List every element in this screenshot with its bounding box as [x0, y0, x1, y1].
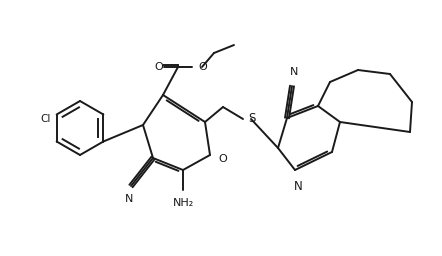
Text: NH₂: NH₂: [172, 198, 194, 208]
Text: S: S: [248, 112, 255, 125]
Text: O: O: [198, 62, 207, 72]
Text: O: O: [155, 62, 164, 72]
Text: Cl: Cl: [40, 114, 51, 124]
Text: N: N: [293, 180, 302, 193]
Text: N: N: [290, 67, 298, 77]
Text: O: O: [218, 154, 227, 164]
Text: N: N: [125, 194, 133, 204]
